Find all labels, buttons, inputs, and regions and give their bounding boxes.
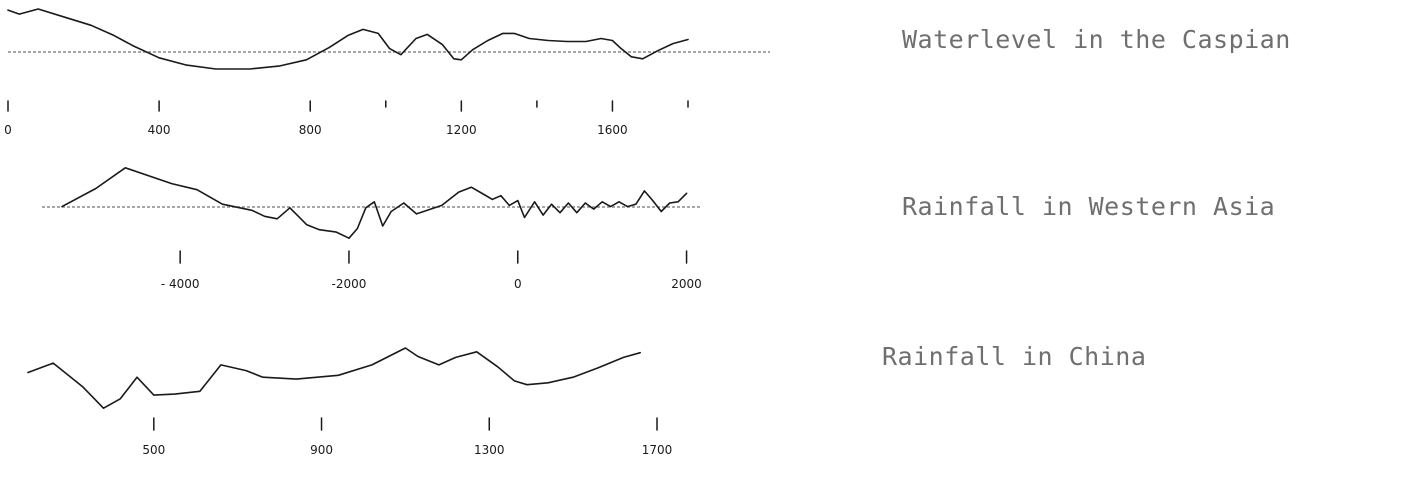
chart-2-tick-label: 0 — [514, 277, 522, 291]
chart-3-tick-label: 500 — [142, 443, 165, 457]
chart-2-tick-label: -2000 — [332, 277, 367, 291]
chart-1-tick-label: 1200 — [446, 123, 477, 137]
chart-2-tick-label: - 4000 — [161, 277, 200, 291]
chart-2-tick-label: 2000 — [671, 277, 702, 291]
chart-1-tick-label: 800 — [299, 123, 322, 137]
chart-2-series-line — [61, 167, 688, 239]
chart-3-tick-label: 1700 — [642, 443, 673, 457]
chart-3-title: Rainfall in China — [882, 342, 1147, 371]
chart-3-series-line — [27, 347, 641, 409]
chart-1-tick-label: 0 — [4, 123, 12, 137]
chart-1-tick-label: 400 — [148, 123, 171, 137]
chart-3-tick-label: 900 — [310, 443, 333, 457]
chart-2-title: Rainfall in Western Asia — [902, 192, 1276, 221]
chart-1-series-line — [7, 8, 689, 70]
chart-1-tick-label: 1600 — [597, 123, 628, 137]
chart-1-title: Waterlevel in the Caspian — [902, 25, 1291, 54]
chart-3-tick-label: 1300 — [474, 443, 505, 457]
